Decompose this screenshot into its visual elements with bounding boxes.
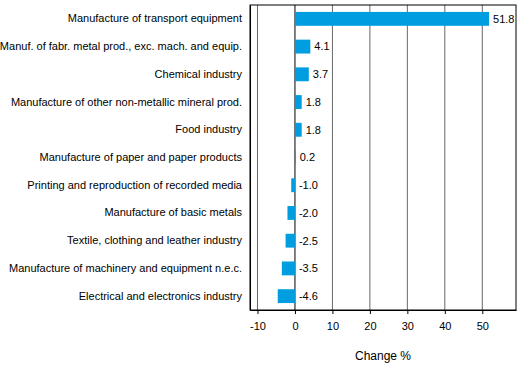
x-tick-label: 10 bbox=[327, 320, 339, 332]
y-tick: Chemical industry bbox=[155, 68, 250, 80]
y-tick: Electrical and electronics industry bbox=[79, 290, 250, 302]
x-tick-mark bbox=[482, 310, 483, 314]
x-tick-label: 50 bbox=[477, 320, 489, 332]
x-axis: -10 0 10 20 30 40 50 bbox=[250, 310, 516, 332]
category-label: Food industry bbox=[175, 123, 242, 135]
x-tick-label: 30 bbox=[402, 320, 414, 332]
x-tick: 50 bbox=[477, 310, 489, 332]
bar bbox=[295, 123, 302, 137]
bar bbox=[287, 206, 294, 220]
x-tick: -10 bbox=[250, 310, 266, 332]
x-tick: 30 bbox=[402, 310, 414, 332]
bar bbox=[278, 289, 295, 303]
category-label: Manufacture of paper and paper products bbox=[40, 151, 243, 163]
y-tick: Textile, clothing and leather industry bbox=[67, 234, 250, 246]
x-axis-title: Change % bbox=[355, 349, 411, 363]
data-label: 0.2 bbox=[300, 151, 315, 163]
bar bbox=[295, 40, 310, 54]
category-label: Chemical industry bbox=[155, 68, 243, 80]
plot-frame bbox=[250, 5, 516, 310]
category-label: Manufacture of basic metals bbox=[104, 206, 242, 218]
x-tick-label: 20 bbox=[364, 320, 376, 332]
x-tick-label: 0 bbox=[292, 320, 298, 332]
bar bbox=[291, 178, 295, 192]
x-tick-mark bbox=[332, 310, 333, 314]
x-axis-line bbox=[251, 310, 517, 311]
data-label: 4.1 bbox=[314, 40, 329, 52]
data-labels: 51.8 4.1 3.7 1.8 1.8 0.2 -1.0 -2.0 -2.5 -3.5 -4.6 bbox=[299, 13, 514, 302]
data-label: 1.8 bbox=[306, 124, 321, 136]
y-tick: Manufacture of transport equipment bbox=[68, 12, 250, 24]
x-tick-mark bbox=[445, 310, 446, 314]
grid-line bbox=[332, 5, 333, 310]
data-label: 51.8 bbox=[493, 13, 514, 25]
bars bbox=[278, 12, 489, 303]
y-axis-line bbox=[250, 6, 251, 311]
y-tick: Manufacture of paper and paper products bbox=[40, 151, 250, 163]
grid-line bbox=[369, 5, 370, 310]
x-tick: 40 bbox=[439, 310, 451, 332]
bar bbox=[294, 151, 296, 165]
category-label: Manufacture of machinery and equipment n… bbox=[9, 262, 242, 274]
category-label: Printing and reproduction of recorded me… bbox=[27, 179, 243, 191]
x-tick-label: -10 bbox=[250, 320, 266, 332]
category-label: Manufacture of transport equipment bbox=[68, 12, 242, 24]
category-label: Textile, clothing and leather industry bbox=[67, 234, 242, 246]
chart: -10 0 10 20 30 40 50 Manufacture of transport e… bbox=[0, 0, 529, 377]
x-tick-mark bbox=[257, 310, 258, 314]
x-tick: 10 bbox=[327, 310, 339, 332]
bar bbox=[295, 12, 489, 26]
data-label: -1.0 bbox=[299, 179, 318, 191]
bar bbox=[286, 234, 295, 248]
data-label: -2.5 bbox=[299, 235, 318, 247]
y-tick: Printing and reproduction of recorded me… bbox=[27, 179, 250, 191]
data-label: -4.6 bbox=[299, 290, 318, 302]
x-tick: 20 bbox=[364, 310, 376, 332]
x-tick: 0 bbox=[292, 310, 298, 332]
data-label: -3.5 bbox=[299, 262, 318, 274]
x-tick-mark bbox=[370, 310, 371, 314]
y-tick: Manuf. of fabr. metal prod., exc. mach. … bbox=[0, 40, 250, 52]
data-label: 3.7 bbox=[313, 68, 328, 80]
data-label: 1.8 bbox=[306, 96, 321, 108]
x-tick-mark bbox=[295, 310, 296, 314]
y-axis: Manufacture of transport equipment Manuf.… bbox=[0, 6, 251, 311]
category-label: Manuf. of fabr. metal prod., exc. mach. … bbox=[0, 40, 242, 52]
grid-line bbox=[257, 5, 258, 310]
bar bbox=[295, 95, 302, 109]
y-tick: Food industry bbox=[175, 123, 250, 135]
category-label: Electrical and electronics industry bbox=[79, 290, 243, 302]
x-tick-label: 40 bbox=[439, 320, 451, 332]
bar bbox=[282, 261, 295, 275]
x-tick-mark bbox=[407, 310, 408, 314]
grid-line bbox=[444, 5, 445, 310]
data-label: -2.0 bbox=[299, 207, 318, 219]
y-tick: Manufacture of basic metals bbox=[104, 206, 250, 218]
bar bbox=[295, 67, 309, 81]
grid-line bbox=[482, 5, 483, 310]
y-tick: Manufacture of machinery and equipment n… bbox=[9, 262, 250, 274]
category-label: Manufacture of other non-metallic minera… bbox=[11, 96, 242, 108]
grid bbox=[257, 5, 482, 310]
y-tick: Manufacture of other non-metallic minera… bbox=[11, 96, 250, 108]
grid-line bbox=[407, 5, 408, 310]
